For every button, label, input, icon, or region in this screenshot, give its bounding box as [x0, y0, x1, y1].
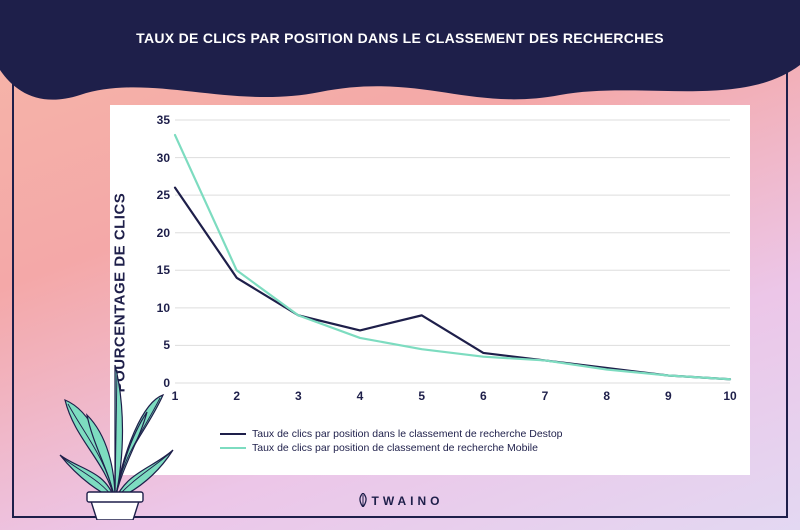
brand-text: TWAINO: [372, 494, 444, 508]
page-title: TAUX DE CLICS PAR POSITION DANS LE CLASS…: [0, 30, 800, 46]
legend-swatch: [220, 447, 246, 449]
y-tick-label: 30: [130, 151, 170, 165]
legend-item-mobile: Taux de clics par position de classement…: [220, 441, 730, 455]
series-desktop: [175, 188, 730, 380]
legend-label: Taux de clics par position dans le class…: [252, 427, 563, 441]
y-tick-label: 10: [130, 301, 170, 315]
legend-swatch: [220, 433, 246, 435]
x-tick-label: 7: [542, 389, 549, 403]
x-tick-label: 4: [357, 389, 364, 403]
x-tick-label: 8: [603, 389, 610, 403]
x-tick-label: 10: [723, 389, 736, 403]
brand-leaf-icon: [357, 493, 369, 510]
legend: Taux de clics par position dans le class…: [220, 427, 730, 455]
plot-area: [175, 120, 730, 383]
legend-item-desktop: Taux de clics par position dans le class…: [220, 427, 730, 441]
y-tick-label: 35: [130, 113, 170, 127]
y-tick-label: 25: [130, 188, 170, 202]
x-tick-label: 9: [665, 389, 672, 403]
x-tick-label: 2: [233, 389, 240, 403]
x-tick-label: 3: [295, 389, 302, 403]
x-tick-label: 5: [418, 389, 425, 403]
brand-footer: TWAINO: [0, 493, 800, 510]
series-mobile: [175, 135, 730, 379]
y-tick-label: 20: [130, 226, 170, 240]
chart-card: POURCENTAGE DE CLICS 05101520253035 1234…: [110, 105, 750, 475]
x-tick-label: 6: [480, 389, 487, 403]
legend-label: Taux de clics par position de classement…: [252, 441, 538, 455]
y-tick-label: 15: [130, 263, 170, 277]
